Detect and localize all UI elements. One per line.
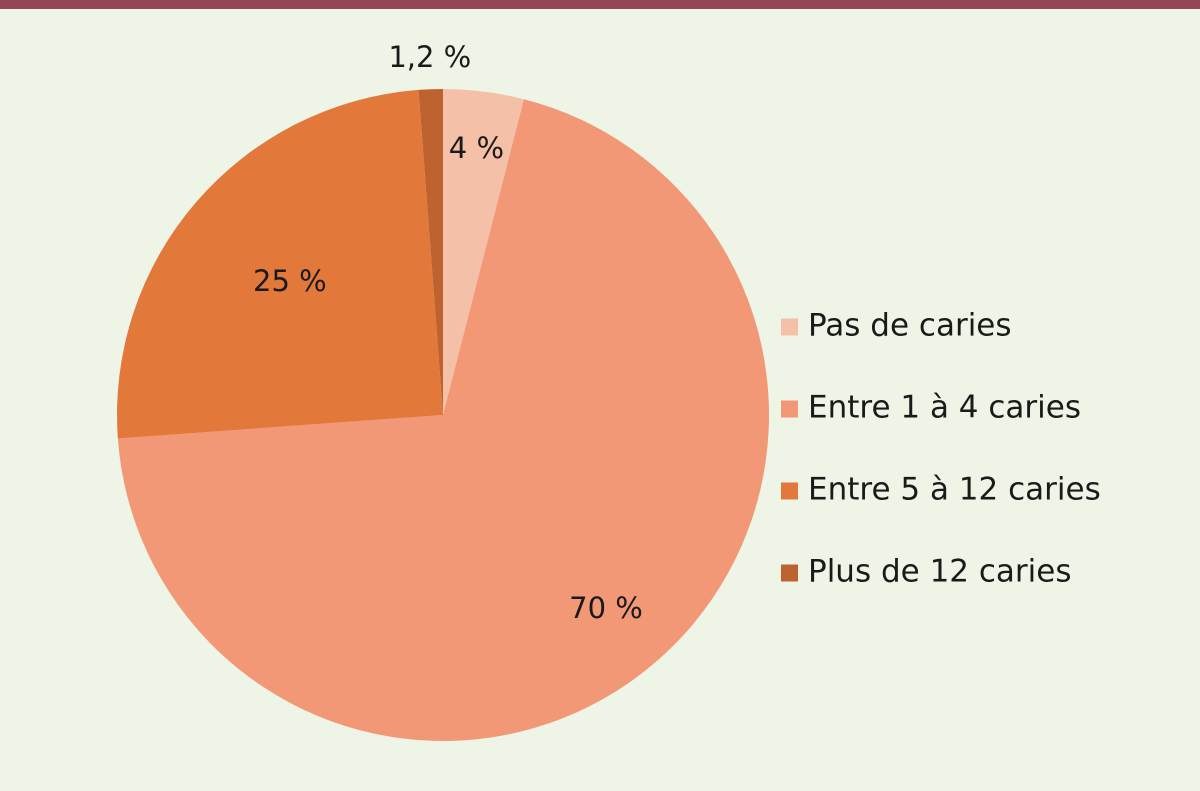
pie-slices: [117, 89, 770, 742]
top-accent-bar: [0, 0, 1200, 9]
legend-label-4: Plus de 12 caries: [808, 554, 1072, 590]
slice-value-label-3: 25 %: [253, 264, 327, 298]
legend-swatch-2: [781, 400, 798, 418]
pie-slice-3: [117, 89, 444, 439]
legend-swatch-1: [781, 318, 798, 336]
legend-swatch-3: [781, 482, 798, 500]
pie-slice-4: [418, 89, 443, 415]
pie-slice-labels: 4 % 70 % 25 % 1,2 %: [253, 40, 643, 625]
chart-legend: Pas de caries Entre 1 à 4 caries Entre 5 à…: [781, 308, 1101, 590]
legend-label-2: Entre 1 à 4 caries: [808, 390, 1081, 426]
slice-value-label-4: 1,2 %: [388, 40, 471, 74]
slice-value-label-2: 70 %: [569, 591, 643, 625]
slice-value-label-1: 4 %: [449, 131, 504, 165]
legend-label-3: Entre 5 à 12 caries: [808, 472, 1101, 508]
legend-swatch-4: [781, 564, 798, 582]
legend-label-1: Pas de caries: [808, 308, 1012, 344]
pie-slice-2: [117, 99, 770, 742]
pie-slice-1: [443, 89, 524, 415]
